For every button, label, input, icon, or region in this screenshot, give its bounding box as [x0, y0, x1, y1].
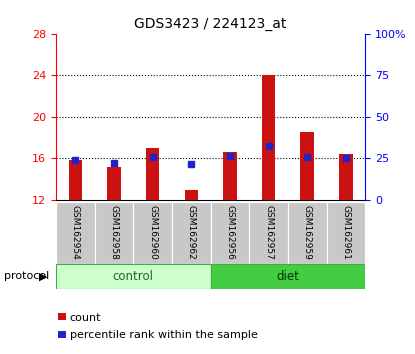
Bar [172, 202, 210, 264]
Text: GSM162959: GSM162959 [303, 205, 312, 260]
Text: percentile rank within the sample: percentile rank within the sample [70, 330, 258, 340]
Text: ▶: ▶ [39, 272, 48, 281]
Bar [56, 202, 95, 264]
Bar [210, 202, 249, 264]
Bar [107, 167, 121, 200]
Bar [95, 202, 133, 264]
Bar [300, 132, 314, 200]
Text: count: count [70, 313, 101, 322]
Bar [210, 264, 365, 289]
Text: GSM162954: GSM162954 [71, 205, 80, 260]
Bar [223, 152, 237, 200]
Bar [185, 190, 198, 200]
Bar [68, 160, 82, 200]
Text: GSM162960: GSM162960 [148, 205, 157, 260]
Text: GSM162956: GSM162956 [225, 205, 234, 260]
Bar [327, 202, 365, 264]
Bar [249, 202, 288, 264]
Text: protocol: protocol [4, 272, 49, 281]
Bar [288, 202, 327, 264]
Bar [339, 154, 353, 200]
Bar [262, 75, 275, 200]
Text: GSM162958: GSM162958 [110, 205, 119, 260]
Bar [133, 202, 172, 264]
Bar [146, 148, 159, 200]
Text: GSM162962: GSM162962 [187, 205, 196, 260]
Text: control: control [113, 270, 154, 283]
Text: GSM162957: GSM162957 [264, 205, 273, 260]
Text: GSM162961: GSM162961 [342, 205, 350, 260]
Text: diet: diet [276, 270, 299, 283]
Bar [56, 264, 210, 289]
Title: GDS3423 / 224123_at: GDS3423 / 224123_at [134, 17, 287, 31]
